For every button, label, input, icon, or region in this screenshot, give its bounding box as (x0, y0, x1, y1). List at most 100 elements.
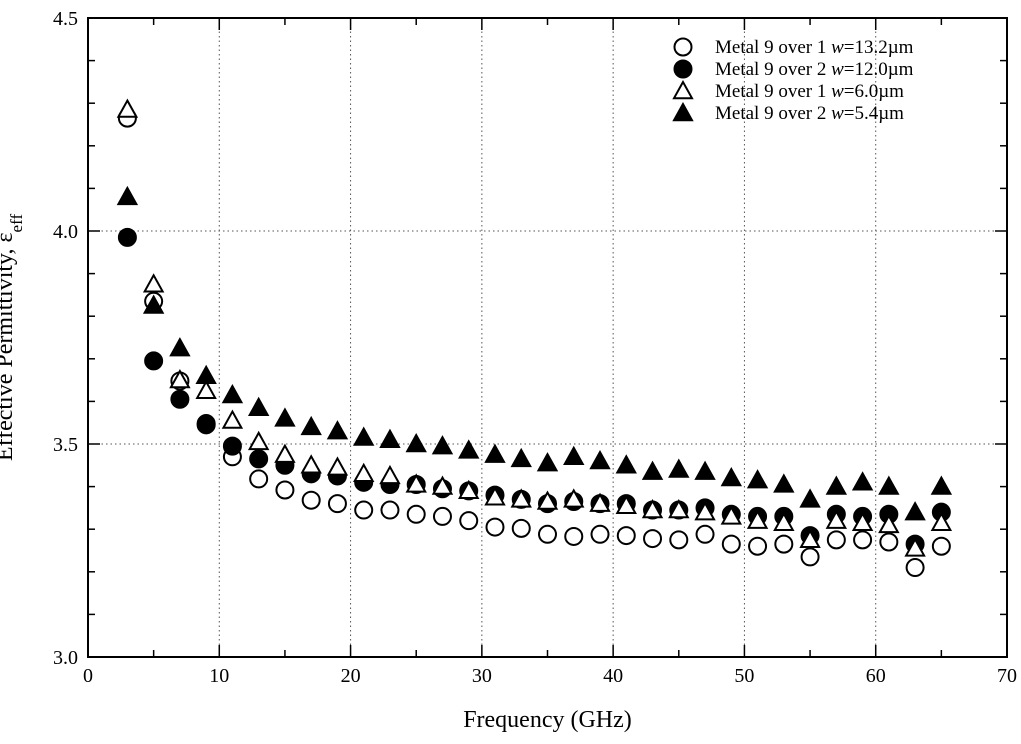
data-point (169, 369, 191, 389)
data-point (249, 449, 269, 469)
data-point (510, 447, 532, 468)
data-point (380, 500, 400, 520)
data-point (853, 530, 873, 550)
data-point (746, 509, 769, 529)
y-tick-label: 3.0 (53, 647, 78, 669)
data-point (694, 501, 716, 521)
data-point (563, 445, 585, 465)
data-point (721, 534, 741, 554)
y-axis-title-sub: eff (7, 214, 26, 233)
data-point (301, 490, 321, 510)
data-point (484, 443, 506, 463)
data-point (851, 511, 874, 532)
data-point (564, 526, 584, 546)
data-point (432, 506, 452, 526)
data-point (773, 511, 795, 532)
y-tick-labels: 3.0 3.5 4.0 4.5 (53, 8, 78, 669)
data-point (379, 464, 401, 485)
data-point (695, 524, 715, 544)
data-point (431, 475, 454, 495)
legend-label: Metal 9 over 2 w=5.4µm (715, 103, 904, 124)
data-point (589, 449, 611, 470)
data-series (116, 98, 953, 578)
data-point (668, 498, 690, 519)
data-point (405, 432, 427, 453)
data-point (746, 469, 769, 489)
data-point (879, 532, 899, 552)
data-point (669, 530, 689, 550)
data-point (459, 511, 479, 531)
data-point (878, 475, 900, 495)
data-point (195, 379, 217, 399)
data-point (641, 498, 664, 519)
data-point (643, 529, 663, 549)
data-point (590, 524, 610, 544)
data-point (406, 504, 426, 524)
x-tick-label: 70 (997, 665, 1017, 687)
y-tick-label: 4.5 (53, 8, 78, 30)
data-point (563, 488, 585, 508)
x-tick-label: 30 (472, 665, 492, 687)
data-point (221, 409, 244, 429)
data-point (878, 513, 900, 534)
x-tick-label: 0 (83, 665, 93, 687)
data-point (326, 456, 349, 476)
data-point (142, 294, 165, 314)
series-3 (116, 98, 953, 557)
legend-label: Metal 9 over 2 w=12.0µm (715, 59, 914, 80)
data-point (405, 473, 427, 493)
data-point (720, 505, 742, 525)
plot-frame (87, 17, 1008, 658)
x-axis-title: Frequency (GHz) (463, 707, 632, 733)
data-point (905, 558, 925, 578)
data-point (222, 436, 242, 456)
x-tick-label: 10 (209, 665, 229, 687)
data-point (484, 486, 506, 506)
data-point (930, 475, 953, 495)
data-point (170, 389, 190, 409)
data-point (851, 471, 874, 491)
legend-marker (672, 79, 694, 100)
data-point (249, 469, 269, 489)
data-point (142, 273, 165, 293)
data-point (300, 454, 322, 474)
data-point (615, 454, 637, 474)
x-tick-labels: 0 10 20 30 40 50 60 70 (83, 665, 1017, 687)
data-point (931, 536, 951, 556)
data-point (615, 494, 637, 514)
data-point (458, 439, 480, 459)
x-tick-label: 60 (866, 665, 886, 687)
data-point (720, 467, 742, 487)
data-point (274, 443, 296, 463)
legend-marker (672, 101, 694, 122)
data-point (774, 534, 794, 554)
x-tick-label: 20 (341, 665, 361, 687)
data-point (196, 415, 216, 435)
data-point (195, 364, 217, 385)
data-point (641, 460, 664, 480)
series-4 (116, 185, 953, 521)
data-point (825, 475, 848, 495)
data-point (826, 530, 846, 550)
y-tick-label: 4.0 (53, 221, 78, 243)
data-point (773, 473, 795, 493)
data-point (511, 518, 531, 538)
data-point (353, 426, 375, 446)
data-point (247, 430, 270, 451)
data-point (353, 462, 375, 483)
data-point (800, 547, 820, 567)
data-point (354, 500, 374, 520)
series-2 (117, 227, 951, 554)
data-point (748, 536, 768, 556)
data-point (930, 511, 953, 532)
data-point (247, 396, 270, 416)
legend-marker (673, 59, 693, 79)
data-point (116, 185, 139, 206)
data-point (589, 492, 611, 512)
data-point (144, 351, 164, 371)
data-point (510, 488, 532, 508)
data-point (799, 528, 821, 549)
y-axis-title-main: Effective Permittivity, ε (0, 232, 18, 461)
